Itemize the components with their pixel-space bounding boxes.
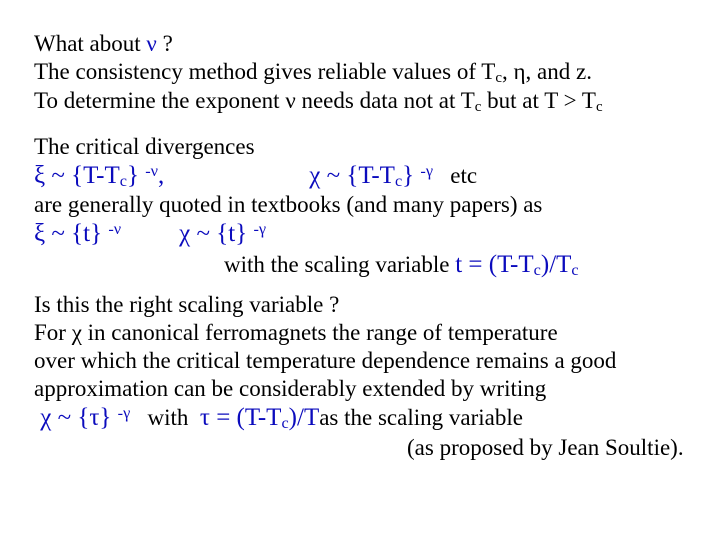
eq-chi-t: χ ~ {t} -γ (179, 219, 266, 250)
sub-c: c (281, 414, 288, 432)
t: χ ~ {t} (179, 220, 253, 247)
eq-t-def: t = (T-Tc)/Tc (455, 251, 578, 278)
t: )/T (289, 404, 320, 431)
t: with the scaling variable (224, 252, 455, 277)
t: } (127, 162, 145, 189)
eq-xi: ξ ~ {T-Tc} -ν, (34, 161, 164, 192)
t: )/T (541, 251, 572, 278)
exp: -ν (145, 162, 158, 180)
t: χ ~ {T-T (309, 162, 395, 189)
t: , (502, 59, 514, 84)
line-2: The consistency method gives reliable va… (34, 58, 686, 87)
t: (as proposed by Jean Soultie). (407, 435, 684, 460)
t: ξ ~ {t} (34, 220, 108, 247)
t: over which the critical temperature depe… (34, 348, 616, 373)
t: } (402, 162, 420, 189)
spacer (34, 281, 686, 291)
spacer (34, 123, 686, 133)
t: t = (T-T (455, 251, 533, 278)
t: The critical divergences (34, 134, 255, 159)
eq-tau-def: τ = (T-Tc)/T (200, 403, 319, 434)
sub-c: c (571, 261, 578, 279)
exp: -γ (118, 404, 131, 422)
t: To determine the exponent (34, 88, 285, 113)
equation-row-2: ξ ~ {t} -ν χ ~ {t} -γ (34, 219, 686, 250)
t: , (158, 162, 164, 189)
scaling-variable-line: with the scaling variable t = (T-Tc)/Tc (34, 250, 686, 281)
sub-c: c (596, 99, 603, 115)
sub-c: c (495, 70, 502, 86)
line: approximation can be considerably extend… (34, 375, 686, 403)
t: as the scaling variable (319, 404, 523, 432)
nu-symbol: ν (146, 31, 156, 56)
equation-row-3: χ ~ {τ} -γ with τ = (T-Tc)/T as the scal… (34, 403, 686, 434)
t: τ = (T-T (200, 404, 282, 431)
line-1: What about ν ? (34, 30, 686, 58)
eq-chi-tau: χ ~ {τ} -γ (34, 403, 130, 434)
t: , and z. (526, 59, 592, 84)
sub-c: c (120, 172, 127, 190)
t: in canonical ferromagnets the range of t… (82, 320, 558, 345)
slide: What about ν ? The consistency method gi… (0, 0, 720, 462)
para-intro: What about ν ? The consistency method gi… (34, 30, 686, 117)
exp: -γ (420, 162, 433, 180)
line-3: To determine the exponent ν needs data n… (34, 87, 686, 116)
exp: -γ (253, 220, 266, 238)
t: ξ ~ {T-T (34, 162, 120, 189)
t: χ ~ {τ} (34, 404, 118, 431)
para-divergences-heading: The critical divergences (34, 133, 686, 161)
with: with (130, 404, 200, 432)
equation-row-1: ξ ~ {T-Tc} -ν, χ ~ {T-Tc} -γ etc (34, 161, 686, 192)
line: For χ in canonical ferromagnets the rang… (34, 319, 686, 347)
t: ? (157, 31, 173, 56)
t: needs data not at T (296, 88, 475, 113)
eq-chi: χ ~ {T-Tc} -γ (309, 161, 433, 192)
t: approximation can be considerably extend… (34, 376, 546, 401)
etc: etc (433, 162, 477, 190)
sub-c: c (534, 261, 541, 279)
t: For (34, 320, 72, 345)
attribution: (as proposed by Jean Soultie). (34, 434, 686, 462)
line: over which the critical temperature depe… (34, 347, 686, 375)
exp: -ν (108, 220, 121, 238)
para-textbooks: are generally quoted in textbooks (and m… (34, 191, 686, 219)
t: The consistency method gives reliable va… (34, 59, 495, 84)
t: Is this the right scaling variable ? (34, 292, 339, 317)
para-question: Is this the right scaling variable ? For… (34, 291, 686, 403)
chi-symbol: χ (72, 320, 82, 345)
t: What about (34, 31, 146, 56)
eta-symbol: η (514, 59, 526, 84)
eq-xi-t: ξ ~ {t} -ν (34, 219, 121, 250)
t: are generally quoted in textbooks (and m… (34, 192, 542, 217)
line: Is this the right scaling variable ? (34, 291, 686, 319)
nu-symbol: ν (285, 88, 295, 113)
t: but at T > T (481, 88, 596, 113)
